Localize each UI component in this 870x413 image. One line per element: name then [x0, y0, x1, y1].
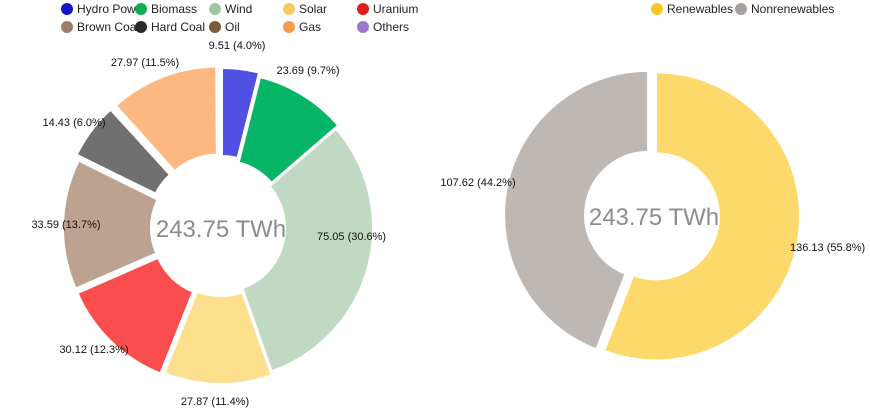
legend-label-nonrenewables[interactable]: Nonrenewables [751, 2, 834, 16]
slice-label-wind: 75.05 (30.6%) [317, 231, 386, 243]
legend-label-hydro-power[interactable]: Hydro Power [77, 2, 146, 16]
donut-renewables: 136.13 (55.8%) 107.62 (44.2%) 243.75 TWh [440, 69, 865, 362]
slice-nonrenewables[interactable] [503, 69, 650, 351]
legend-label-oil[interactable]: Oil [225, 20, 240, 34]
slice-solar[interactable] [163, 290, 273, 385]
legend-swatch-biomass [135, 3, 147, 15]
slice-label-hydro-power: 9.51 (4.0%) [209, 40, 266, 52]
legend-swatch-others [357, 21, 369, 33]
slice-label-brown-coal: 33.59 (13.7%) [31, 219, 100, 231]
legend-swatch-uranium [357, 3, 369, 15]
slice-oil[interactable] [110, 106, 173, 175]
legend-swatch-wind [209, 3, 221, 15]
center-total: 243.75 TWh [156, 216, 286, 243]
legend-energy-sources: Hydro Power Biomass Wind Solar Uranium Brown … [61, 2, 418, 34]
slice-label-hard-coal: 14.43 (6.0%) [43, 117, 106, 129]
legend-renewables: Renewables Nonrenewables [651, 2, 834, 16]
slice-uranium[interactable] [76, 256, 195, 375]
legend-label-others[interactable]: Others [373, 20, 409, 34]
slice-label-nonrenewables: 107.62 (44.2%) [440, 177, 515, 189]
slice-label-renewables: 136.13 (55.8%) [790, 242, 865, 254]
legend-label-brown-coal[interactable]: Brown Coal [77, 20, 139, 34]
slice-wind[interactable] [241, 127, 374, 373]
legend-swatch-gas [283, 21, 295, 33]
legend-label-uranium[interactable]: Uranium [373, 2, 418, 16]
donut-energy-sources: 9.51 (4.0%) 23.69 (9.7%) 75.05 (30.6%) 27.8… [31, 40, 386, 408]
slice-label-uranium: 30.12 (12.3%) [59, 344, 128, 356]
slice-renewables[interactable] [602, 71, 801, 362]
legend-label-gas[interactable]: Gas [299, 20, 321, 34]
slice-label-solar: 27.87 (11.4%) [181, 396, 249, 408]
center-total: 243.75 TWh [589, 204, 719, 231]
legend-label-wind[interactable]: Wind [225, 2, 252, 16]
legend-swatch-hydro-power [61, 3, 73, 15]
slice-hydro-power[interactable] [220, 67, 261, 160]
legend-swatch-solar [283, 3, 295, 15]
legend-label-solar[interactable]: Solar [299, 2, 327, 16]
legend-swatch-nonrenewables [735, 3, 747, 15]
slice-brown-coal[interactable] [62, 159, 159, 290]
slice-label-gas: 27.97 (11.5%) [111, 57, 179, 69]
slice-hard-coal[interactable] [75, 108, 172, 196]
legend-label-renewables[interactable]: Renewables [667, 2, 733, 16]
slice-gas[interactable] [114, 65, 218, 173]
legend-label-biomass[interactable]: Biomass [151, 2, 197, 16]
legend-label-hard-coal[interactable]: Hard Coal [151, 20, 205, 34]
legend-swatch-oil [209, 21, 221, 33]
slice-biomass[interactable] [237, 75, 340, 185]
slice-others[interactable] [218, 64, 222, 156]
slice-label-biomass: 23.69 (9.7%) [277, 65, 340, 77]
legend-swatch-renewables [651, 3, 663, 15]
legend-swatch-brown-coal [61, 21, 73, 33]
legend-swatch-hard-coal [135, 21, 147, 33]
